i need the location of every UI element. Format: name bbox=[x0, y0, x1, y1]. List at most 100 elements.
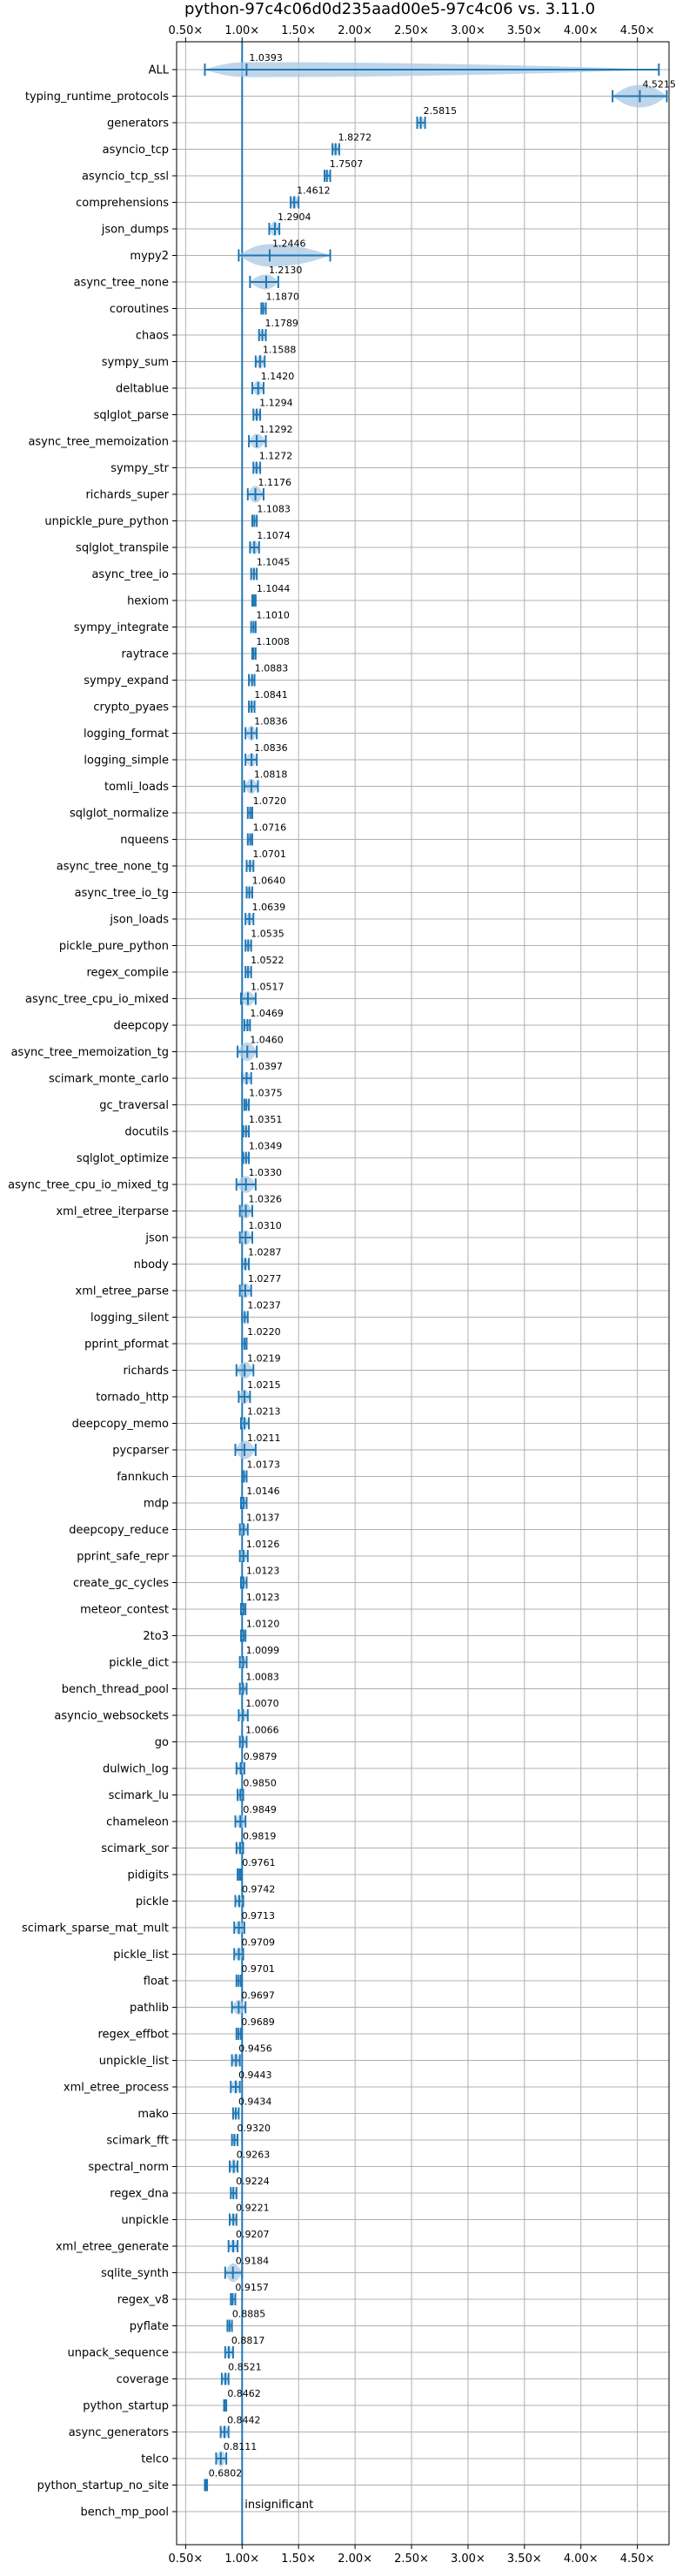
value-label: 1.0219 bbox=[247, 1353, 281, 1365]
category-label: scimark_lu bbox=[109, 1789, 169, 1802]
value-label: 1.0211 bbox=[247, 1432, 281, 1444]
value-label: 0.9224 bbox=[236, 2176, 270, 2187]
value-label: 1.4612 bbox=[297, 185, 331, 197]
violin-deltablue bbox=[251, 380, 264, 396]
x-tick-label-top: 4.00× bbox=[564, 24, 599, 37]
category-label: logging_silent bbox=[90, 1311, 169, 1325]
value-label: 0.8111 bbox=[224, 2441, 258, 2452]
category-label: pycparser bbox=[112, 1445, 169, 1458]
x-tick-label-top: 1.00× bbox=[224, 24, 259, 37]
value-label: 0.9713 bbox=[242, 1910, 276, 1922]
category-label: sqlglot_transpile bbox=[76, 542, 169, 555]
value-label: 0.9709 bbox=[242, 1937, 276, 1949]
value-label: 1.1789 bbox=[265, 318, 299, 329]
violin-richards bbox=[235, 1361, 255, 1379]
category-label: mypy2 bbox=[130, 250, 169, 263]
violin-hexiom bbox=[251, 594, 257, 607]
x-axis-ticks: 0.50× 0.50× 1.00× 1.00× 1.50× 1.50× 2.00× 2.00×… bbox=[168, 24, 654, 2566]
violin-scimark_lu bbox=[237, 1788, 244, 1801]
x-tick-label-top: 0.50× bbox=[168, 24, 203, 37]
category-label: async_tree_cpu_io_mixed bbox=[25, 993, 169, 1006]
violin-nqueens bbox=[246, 833, 253, 846]
category-label: xml_etree_parse bbox=[76, 1285, 169, 1298]
value-label: 1.0716 bbox=[253, 822, 287, 834]
value-label: 0.9184 bbox=[236, 2256, 270, 2267]
violin-regex_compile bbox=[244, 966, 252, 978]
value-label: 1.0123 bbox=[246, 1566, 280, 1577]
violin-asyncio_websockets bbox=[238, 1709, 249, 1721]
violin-ALL bbox=[204, 62, 660, 77]
x-tick-label-top: 4.50× bbox=[620, 24, 655, 37]
value-label: 0.9320 bbox=[237, 2123, 271, 2134]
value-label: 1.0883 bbox=[255, 663, 289, 674]
violin-docutils bbox=[242, 1125, 251, 1137]
value-label: 1.0841 bbox=[254, 689, 288, 701]
category-label: unpack_sequence bbox=[67, 2347, 169, 2360]
violin-sqlglot_normalize bbox=[246, 807, 253, 819]
value-label: 1.0701 bbox=[252, 849, 286, 860]
category-label: regex_dna bbox=[110, 2188, 169, 2201]
violin-scimark_sparse_mat_mult bbox=[233, 1920, 245, 1935]
violin-scimark_monte_carlo bbox=[241, 1071, 252, 1085]
violin-scimark_sor bbox=[235, 1841, 244, 1855]
value-label: 1.0393 bbox=[249, 52, 283, 64]
value-label: 1.0215 bbox=[247, 1379, 281, 1391]
violin-python_startup_no_site bbox=[204, 2479, 209, 2492]
category-label: async_tree_memoization_tg bbox=[11, 1046, 169, 1059]
value-label: 0.9157 bbox=[235, 2282, 269, 2293]
violin-regex_dna bbox=[230, 2187, 238, 2199]
category-label: pickle_pure_python bbox=[59, 940, 169, 953]
value-label: 1.0123 bbox=[246, 1592, 280, 1603]
violin-float bbox=[235, 1975, 242, 1987]
value-label: 2.5815 bbox=[424, 105, 458, 117]
value-label: 1.0213 bbox=[247, 1406, 281, 1418]
category-label: pyflate bbox=[130, 2320, 169, 2333]
value-label: 1.0517 bbox=[251, 982, 284, 993]
value-label: 0.8885 bbox=[232, 2309, 266, 2320]
value-label: 1.0126 bbox=[246, 1539, 280, 1550]
value-label: 1.1010 bbox=[256, 610, 290, 621]
category-label: tomli_loads bbox=[104, 781, 169, 794]
violin-async_tree_none_tg bbox=[245, 860, 255, 872]
violin-json_dumps bbox=[268, 221, 281, 237]
category-label: scimark_sparse_mat_mult bbox=[22, 1922, 169, 1935]
violin-raytrace bbox=[251, 647, 257, 660]
grid bbox=[177, 42, 669, 2545]
category-label: bench_thread_pool bbox=[62, 1683, 169, 1696]
value-label: 0.9879 bbox=[244, 1751, 278, 1762]
x-tick-label-top: 1.50× bbox=[281, 24, 316, 37]
x-tick-label-top: 3.00× bbox=[451, 24, 485, 37]
x-tick-label-top: 2.00× bbox=[338, 24, 372, 37]
category-label: async_generators bbox=[69, 2426, 170, 2439]
category-label: async_tree_cpu_io_mixed_tg bbox=[8, 1179, 169, 1192]
violin-coverage bbox=[220, 2372, 230, 2385]
category-label: sympy_sum bbox=[102, 356, 169, 369]
category-label: xml_etree_process bbox=[64, 2082, 169, 2095]
category-label: pathlib bbox=[130, 2002, 169, 2015]
value-label: 1.1044 bbox=[257, 583, 291, 594]
violin-xml_etree_parse bbox=[238, 1283, 252, 1298]
category-label: xml_etree_generate bbox=[56, 2241, 169, 2254]
violin-pickle_list bbox=[233, 1948, 244, 1961]
category-label: coverage bbox=[117, 2373, 169, 2386]
violin-unpack_sequence bbox=[224, 2345, 234, 2359]
violin-gc_traversal bbox=[243, 1098, 251, 1111]
value-labels: 1.0393 4.5215 2.5815 1.8272 1.7507 1.4612 1.29… bbox=[209, 52, 676, 2512]
value-label: 1.1292 bbox=[259, 424, 293, 435]
category-label: logging_simple bbox=[84, 755, 169, 768]
violin-pprint_safe_repr bbox=[238, 1550, 249, 1562]
value-label: 1.0522 bbox=[251, 955, 284, 966]
category-label: nqueens bbox=[120, 834, 169, 847]
category-label: async_tree_none_tg bbox=[57, 861, 169, 874]
category-label: regex_effbot bbox=[97, 2029, 169, 2042]
value-label: 1.0146 bbox=[246, 1486, 280, 1497]
violin-unpickle_list bbox=[231, 2053, 241, 2068]
category-label: dulwich_log bbox=[103, 1763, 169, 1776]
category-label: mako bbox=[137, 2108, 169, 2121]
value-label: 1.0836 bbox=[254, 716, 288, 728]
value-label: 1.1045 bbox=[257, 557, 291, 568]
category-label: richards bbox=[124, 1365, 170, 1378]
category-label: generators bbox=[107, 117, 169, 131]
category-label: pidigits bbox=[128, 1869, 170, 1882]
